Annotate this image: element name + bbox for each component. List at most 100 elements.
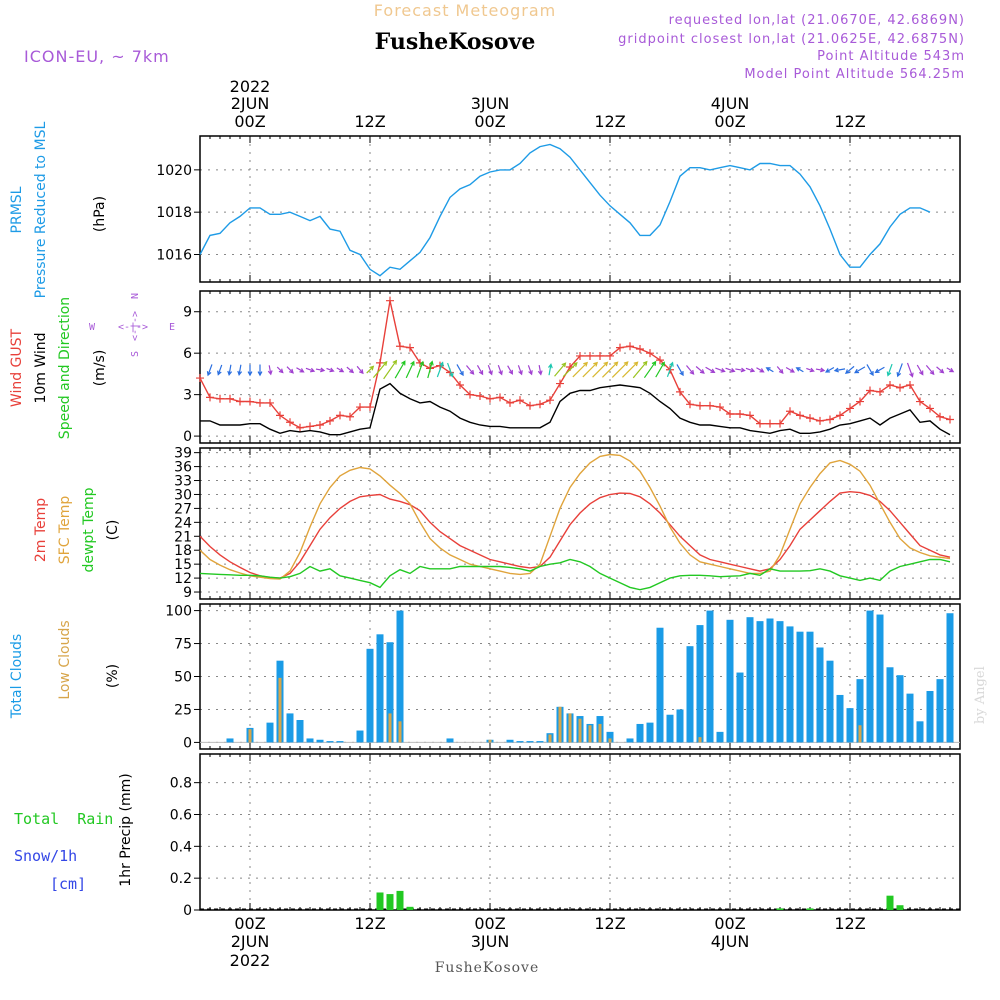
location-title: FusheKosove (375, 29, 536, 55)
gust-point (916, 397, 924, 406)
ytick-label: 0 (183, 735, 192, 751)
low-cloud-bar (278, 677, 282, 743)
gust-point (306, 422, 314, 431)
wind-arrow (874, 366, 885, 373)
wind-arrow (655, 361, 665, 378)
total-cloud-bar (946, 613, 954, 743)
total-cloud-bar (676, 709, 684, 743)
gust-point (226, 394, 234, 403)
gust-point (946, 415, 954, 424)
time-label-bottom: 12Z (594, 914, 625, 933)
total-cloud-bar (266, 722, 274, 743)
gust-point (836, 411, 844, 420)
wind-arrow (326, 367, 335, 373)
gust-point (656, 356, 664, 365)
gust-point (346, 412, 354, 421)
low-cloud-bar (588, 725, 592, 743)
wind-arrow (315, 367, 326, 373)
total-cloud-bar (936, 679, 944, 743)
total-cloud-bar (866, 610, 874, 743)
total-cloud-label: Total Clouds (9, 634, 25, 719)
gust-point (456, 380, 464, 389)
total-cloud-bar (826, 660, 834, 743)
wind-arrow (896, 363, 903, 378)
time-label-bottom: 4JUN (711, 932, 750, 951)
gust-point (356, 403, 364, 412)
rain-bar (806, 908, 814, 910)
wind-arrow (765, 367, 774, 373)
total-cloud-bar (766, 618, 774, 743)
total-cloud-bar (926, 691, 934, 743)
gust-point (526, 401, 534, 410)
total-cloud-bar (686, 646, 694, 743)
wind-arrow (825, 366, 835, 373)
wind-arrow (785, 366, 795, 373)
total-cloud-bar (396, 610, 404, 743)
gust-point (856, 397, 864, 406)
gust-point (636, 345, 644, 354)
wind-arrow (336, 367, 345, 373)
time-label-top: 00Z (474, 112, 505, 131)
dewpt-label: dewpt Temp (81, 487, 97, 572)
gust-point (286, 418, 294, 427)
rain-bar (896, 905, 904, 910)
gust-point (316, 421, 324, 430)
ytick-label: 24 (174, 515, 192, 531)
total-cloud-bar (286, 713, 294, 743)
ytick-label: 9 (183, 585, 192, 601)
wind-arrow (562, 362, 578, 378)
panel-frame (199, 603, 961, 750)
ytick-label: 0.6 (170, 807, 192, 823)
time-label-bottom: 12Z (354, 914, 385, 933)
compass-n: N (130, 293, 141, 299)
gust-point (516, 396, 524, 405)
low-cloud-bar (698, 737, 702, 743)
time-label-top: 4JUN (711, 94, 750, 113)
wind-arrow (547, 363, 553, 376)
wind-arrow (554, 362, 567, 377)
gust-point (776, 419, 784, 428)
gust-point (376, 358, 384, 367)
wind-arrow (776, 366, 784, 375)
total-cloud-bar (796, 631, 804, 743)
time-label-bottom: 00Z (234, 914, 265, 933)
ytick-label: 0 (183, 429, 192, 445)
total-cloud-bar (316, 739, 324, 743)
gust-point (606, 351, 614, 360)
total-cloud-bar (806, 631, 814, 743)
gust-point (586, 351, 594, 360)
time-label-bottom: 3JUN (471, 932, 510, 951)
total-cloud-bar (816, 647, 824, 743)
wind-arrow (247, 364, 253, 377)
gust-label: Wind GUST (9, 328, 25, 407)
compass-w: W (89, 322, 96, 333)
wind-arrow (286, 366, 294, 374)
wind-label: 10m Wind (33, 332, 49, 403)
total-cloud-bar (376, 634, 384, 743)
low-cloud-bar (568, 713, 572, 743)
total-cloud-bar (226, 738, 234, 743)
gust-point (596, 351, 604, 360)
requested-coords: requested lon,lat (21.0670E, 42.6869N) (669, 13, 965, 28)
wind-arrow (257, 364, 263, 377)
wind-arrow (366, 365, 375, 374)
total-cloud-bar (736, 672, 744, 743)
wind-arrow (936, 366, 945, 374)
total-cloud-bar (836, 694, 844, 743)
gust-point (486, 394, 494, 403)
ytick-label: 0.2 (170, 871, 192, 887)
total-cloud-bar (626, 738, 634, 743)
low-cloud-bar (398, 721, 402, 743)
total-cloud-bar (516, 741, 524, 743)
rain-bar (886, 895, 894, 910)
gust-point (246, 397, 254, 406)
plot-layer: 1016101810200369912151821242730333639025… (156, 77, 961, 970)
ytick-label: 30 (174, 487, 192, 503)
ytick-label: 33 (174, 474, 192, 490)
total-cloud-bar (756, 621, 764, 743)
gust-point (706, 401, 714, 410)
gust-point (536, 400, 544, 409)
gust-point (716, 403, 724, 412)
gust-point (396, 342, 404, 351)
total-cloud-bar (666, 714, 674, 743)
